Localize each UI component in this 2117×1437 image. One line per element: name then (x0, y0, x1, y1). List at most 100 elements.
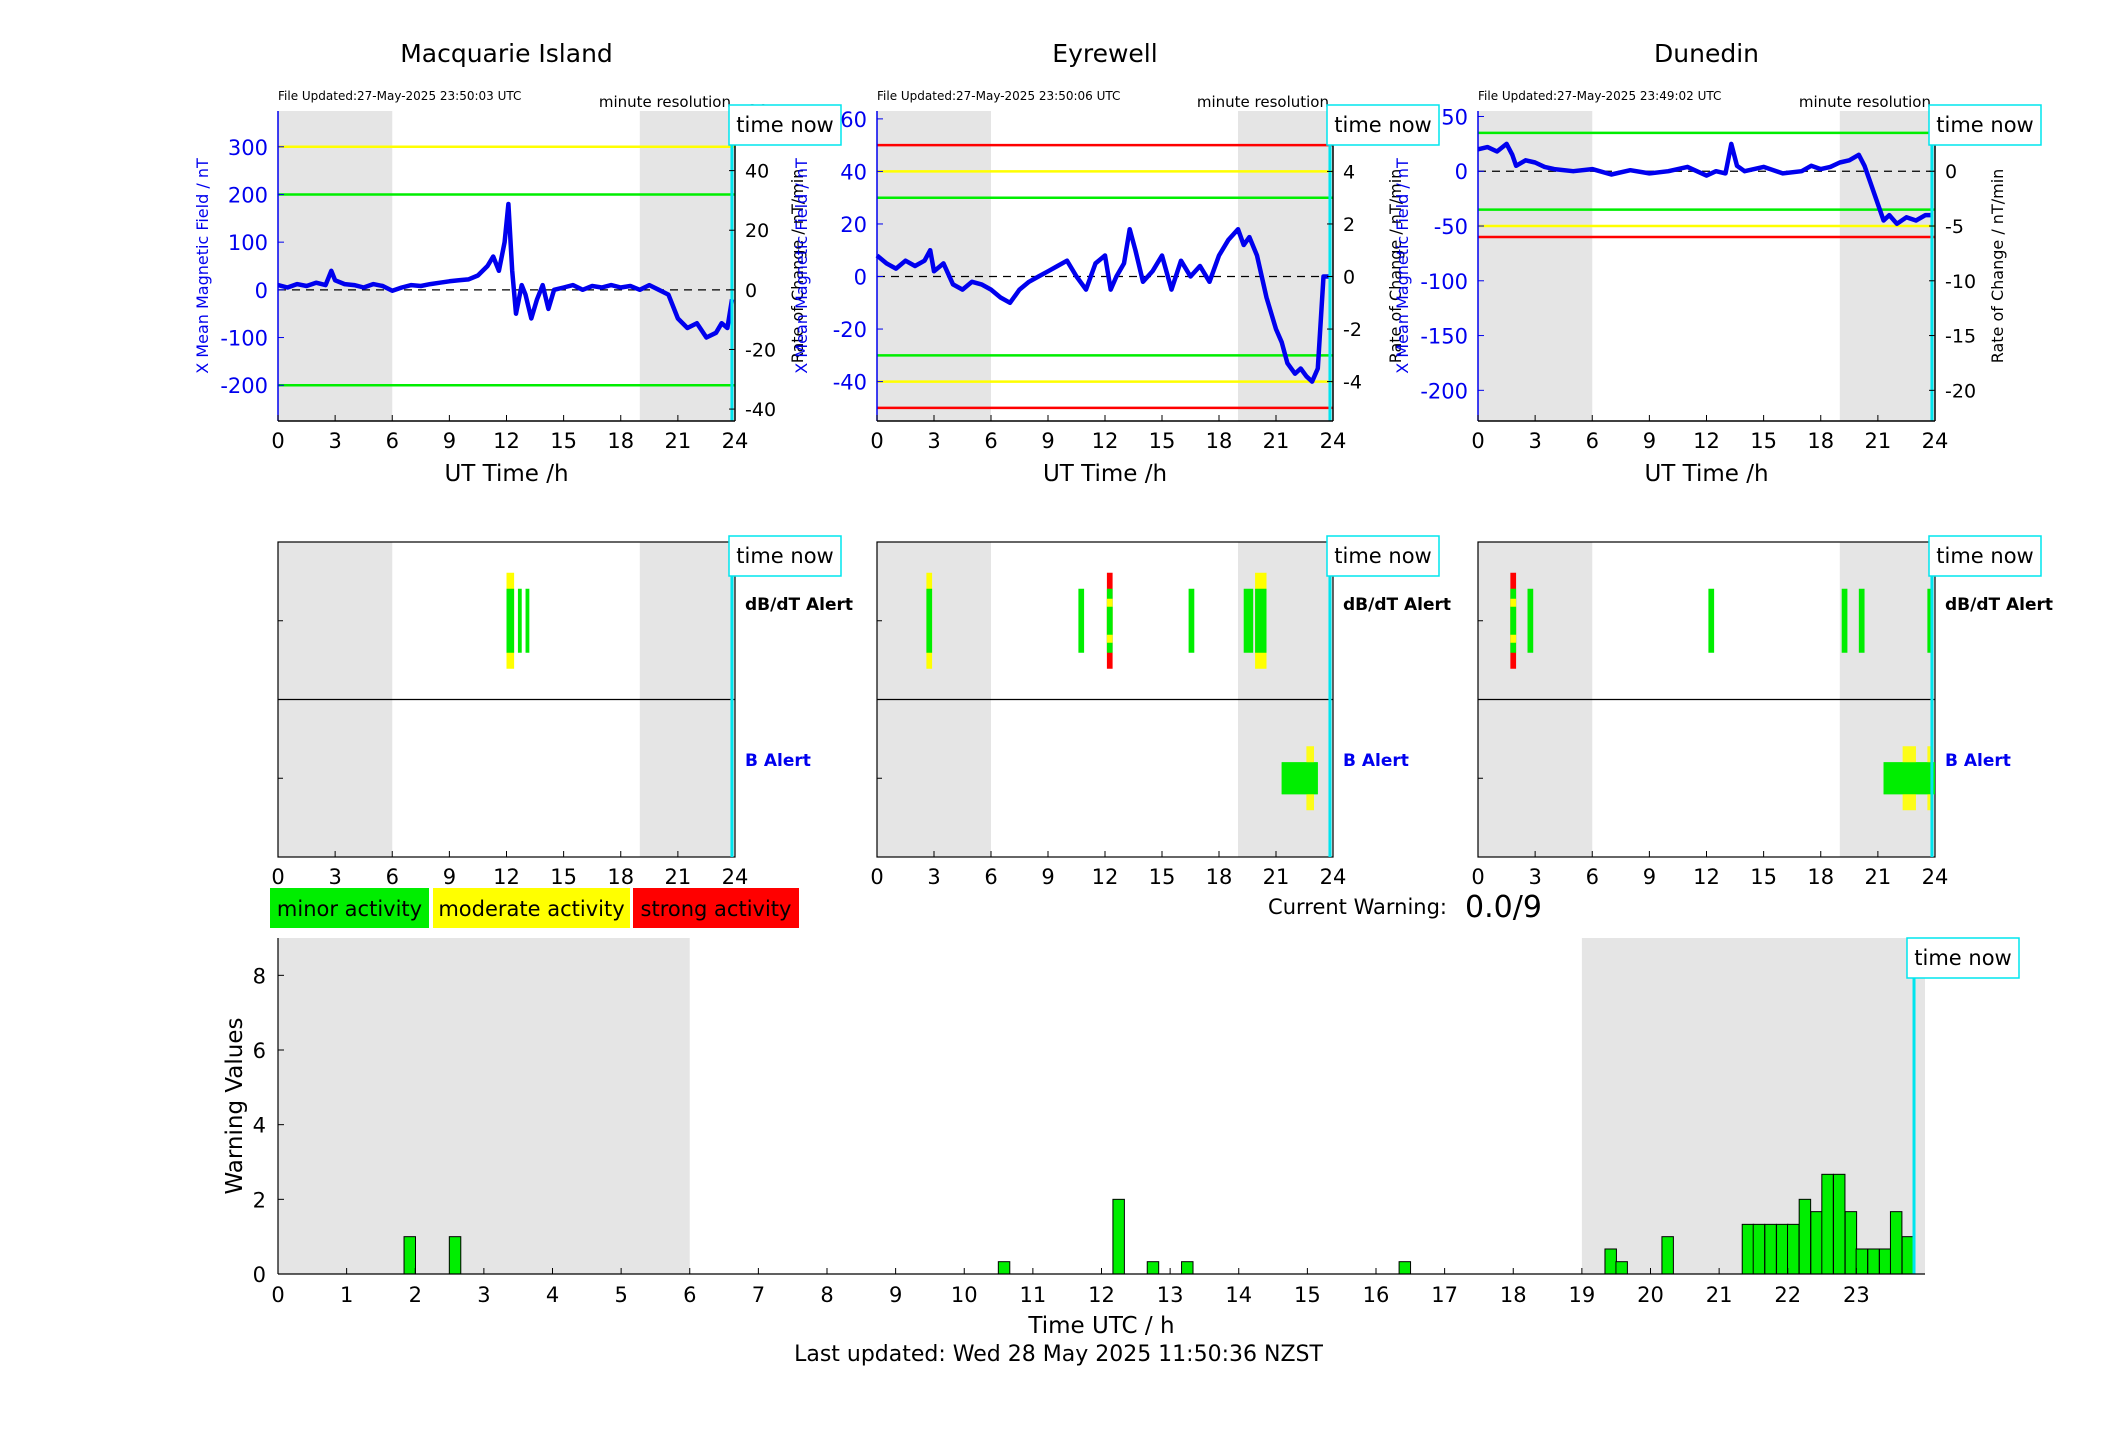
station-3-field-line (1477, 141, 1932, 227)
station-1-ytick-right-label: 20 (745, 220, 769, 242)
station-3-shaded-night-1 (1839, 111, 1935, 421)
station-2-xtick-label: 15 (1149, 429, 1176, 453)
station-2-minute-resolution: minute resolution (1197, 93, 1329, 111)
station-1-xlabel: UT Time /h (444, 461, 568, 487)
station-2-ytick-label: -20 (833, 318, 867, 342)
station-1-xtick-label: 15 (550, 429, 577, 453)
station-2-xtick-label: 12 (1092, 429, 1119, 453)
station-3-xtick-label: 12 (1693, 429, 1720, 453)
warning-bar (1741, 1223, 1755, 1275)
station-3-dbdt-alert-label: dB/dT Alert (1945, 595, 2053, 615)
warning-chart-shaded-night-1 (1581, 938, 1925, 1274)
station-3-alert-xtick-label: 21 (1865, 865, 1892, 889)
station-2-alert-xtick-label: 0 (870, 865, 883, 889)
station-3-alert-xtick-label: 6 (1586, 865, 1599, 889)
station-2-b-alert-label: B Alert (1343, 751, 1409, 771)
station-2-dbdt-alert-core (1106, 606, 1113, 635)
station-2-dbdt-alert-bar (1078, 588, 1085, 653)
station-3-xtick-label: 21 (1865, 429, 1892, 453)
station-3-alert-xtick-label: 24 (1922, 865, 1949, 889)
station-1-ylabel: X Mean Magnetic Field / nT (193, 158, 212, 374)
warning-bar (1889, 1211, 1903, 1275)
station-2-alert-xtick-label: 9 (1041, 865, 1054, 889)
warning-xtick-label: 7 (752, 1283, 765, 1307)
warning-bar (1146, 1261, 1160, 1275)
station-2-xtick-label: 18 (1206, 429, 1233, 453)
station-2-xtick-label: 6 (984, 429, 997, 453)
station-1-xtick-label: 24 (722, 429, 749, 453)
station-2-time-now-label: time now (1334, 113, 1431, 137)
station-1-alert-time-now-box (728, 535, 842, 577)
station-1-shaded-night-1 (639, 111, 735, 421)
warning-bar (1821, 1173, 1834, 1275)
warning-bar (1878, 1248, 1892, 1275)
legend-swatch-2 (433, 888, 630, 928)
legend-swatch-1 (270, 888, 429, 928)
warning-xlabel: Time UTC / h (1027, 1313, 1174, 1339)
warning-xtick-label: 3 (477, 1283, 490, 1307)
station-2-ytick-label: 60 (840, 108, 867, 132)
station-2-dbdt-alert-label: dB/dT Alert (1343, 595, 1451, 615)
station-1-ytick-label: 300 (228, 136, 268, 160)
warning-bar (1661, 1236, 1674, 1275)
warning-time-now-box (1906, 937, 2020, 979)
warning-bar (1752, 1223, 1766, 1275)
station-1-xtick-label: 9 (443, 429, 456, 453)
warning-xtick-label: 17 (1431, 1283, 1458, 1307)
station-2-dbdt-alert-bar (1243, 588, 1254, 653)
station-1-ytick-label: 0 (255, 279, 268, 303)
warning-bar (1901, 1236, 1915, 1275)
warning-xtick-label: 8 (820, 1283, 833, 1307)
station-3-alert-xtick-label: 3 (1528, 865, 1541, 889)
warning-bar (1832, 1173, 1846, 1275)
station-3-ytick-label: -100 (1420, 270, 1468, 294)
station-1-ytick-label: -200 (220, 374, 268, 398)
warning-bar (448, 1236, 462, 1275)
warning-bar (1764, 1223, 1777, 1275)
station-1-minute-resolution: minute resolution (599, 93, 731, 111)
station-3-alert-time-now-label: time now (1936, 544, 2033, 568)
station-1-xtick-label: 18 (607, 429, 634, 453)
station-3-dbdt-alert-bar (1927, 588, 1934, 653)
warning-bar (1867, 1248, 1880, 1275)
station-3-b-alert-label: B Alert (1945, 751, 2011, 771)
station-3-ytick-label: -50 (1434, 215, 1468, 239)
warning-bar (1181, 1261, 1194, 1275)
station-3-file-updated: File Updated:27-May-2025 23:49:02 UTC (1478, 89, 1721, 103)
station-3-ytick-label: 50 (1441, 105, 1468, 129)
legend-label-2: moderate activity (438, 897, 624, 921)
station-3-dbdt-alert-bar (1858, 588, 1865, 653)
station-3-title: Dunedin (1654, 39, 1759, 68)
station-3-ytick-right-label: -10 (1945, 271, 1976, 293)
warning-xtick-label: 6 (683, 1283, 696, 1307)
station-3-ylabel: X Mean Magnetic Field / nT (1393, 158, 1412, 374)
station-1-ytick-right-label: -20 (745, 339, 776, 361)
station-3-ytick-right-label: -5 (1945, 216, 1964, 238)
station-2-xlabel: UT Time /h (1043, 461, 1167, 487)
station-2-dbdt-alert-bar (1255, 588, 1267, 653)
warning-time-now-label: time now (1914, 946, 2011, 970)
station-3-ytick-label: -150 (1420, 325, 1468, 349)
station-3-ytick-label: 0 (1455, 160, 1468, 184)
station-2-file-updated: File Updated:27-May-2025 23:50:06 UTC (877, 89, 1120, 103)
station-2-dbdt-alert-bar (926, 588, 933, 653)
warning-bar (1798, 1198, 1812, 1275)
warning-bar (997, 1261, 1011, 1275)
station-2-ytick-right-label: 2 (1343, 214, 1355, 236)
warning-bar (1776, 1223, 1789, 1275)
station-3-alert-xtick-label: 15 (1750, 865, 1777, 889)
station-1-alert-time-now-label: time now (736, 544, 833, 568)
station-2-ytick-label: 40 (840, 160, 867, 184)
warning-bar (1398, 1261, 1412, 1275)
warning-xtick-label: 18 (1500, 1283, 1527, 1307)
warning-xtick-label: 0 (271, 1283, 284, 1307)
station-1-xtick-label: 0 (271, 429, 284, 453)
station-2-alert-xtick-label: 24 (1320, 865, 1347, 889)
station-3-ytick-right-label: 0 (1945, 161, 1957, 183)
station-2-alert-xtick-label: 12 (1092, 865, 1119, 889)
station-1-ytick-right-label: 0 (745, 280, 757, 302)
station-1-xtick-label: 21 (665, 429, 692, 453)
warning-xtick-label: 12 (1088, 1283, 1115, 1307)
last-updated-text: Last updated: Wed 28 May 2025 11:50:36 N… (794, 1342, 1323, 1367)
station-2-xtick-label: 9 (1041, 429, 1054, 453)
